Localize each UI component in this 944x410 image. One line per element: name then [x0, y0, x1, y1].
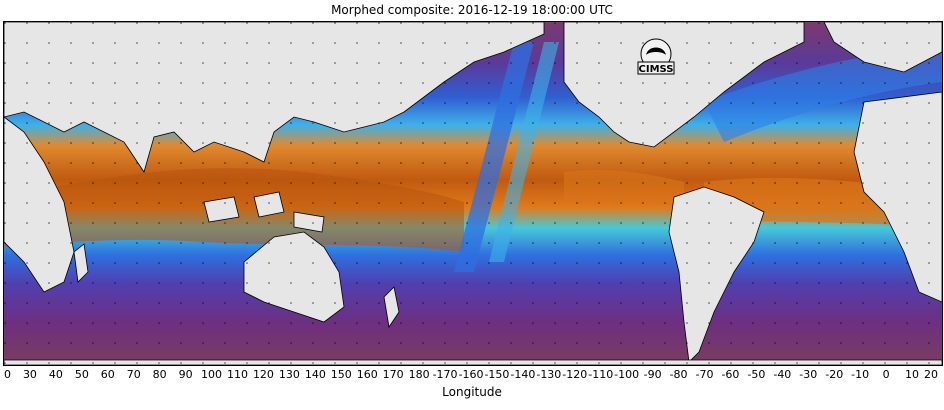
x-tick-label: -40	[773, 368, 792, 381]
x-tick-label: -10	[851, 368, 870, 381]
x-tick-label: -20	[825, 368, 844, 381]
x-tick-label: -160	[458, 368, 484, 381]
x-tick-label: 30	[22, 368, 37, 381]
x-tick-label: 60	[100, 368, 115, 381]
precipitable-water-map	[3, 21, 943, 366]
x-tick-label: 140	[304, 368, 326, 381]
x-tick-label: 170	[382, 368, 404, 381]
x-tick-label: 20	[924, 368, 938, 381]
x-tick-label: -100	[614, 368, 640, 381]
x-tick-label: 80	[152, 368, 167, 381]
x-tick-label: 0	[882, 368, 890, 381]
x-tick-label: 120	[252, 368, 274, 381]
x-tick-label: 50	[74, 368, 89, 381]
x-tick-label: -70	[695, 368, 714, 381]
map-title: Morphed composite: 2016-12-19 18:00:00 U…	[331, 3, 613, 17]
x-tick-label: 100	[201, 368, 223, 381]
x-tick-label: 110	[227, 368, 248, 381]
x-tick-label: -150	[484, 368, 510, 381]
x-tick-label: 10	[905, 368, 920, 381]
x-tick-label: -110	[588, 368, 614, 381]
x-tick-label: -170	[432, 368, 458, 381]
x-tick-label: -50	[747, 368, 766, 381]
x-tick-label: -90	[643, 368, 662, 381]
x-tick-label: -130	[536, 368, 562, 381]
x-tick-label: 160	[356, 368, 378, 381]
x-tick-label: -120	[562, 368, 588, 381]
graticule	[4, 22, 942, 365]
x-tick-label: -30	[799, 368, 818, 381]
map-canvas	[4, 22, 942, 365]
x-tick-label: 90	[178, 368, 193, 381]
x-tick-label: 40	[48, 368, 63, 381]
x-tick-label: 180	[408, 368, 430, 381]
cimss-logo: CIMSS	[635, 37, 677, 77]
x-tick-label: 150	[330, 368, 352, 381]
x-axis-ticks: 0 30 40 50 60 70 80 90 100 110 120 130 140 150 160 170 1…	[0, 368, 944, 382]
x-tick-label: -80	[669, 368, 688, 381]
x-axis-label: Longitude	[442, 385, 502, 399]
x-tick-label: -60	[721, 368, 740, 381]
logo-text: CIMSS	[639, 64, 674, 75]
x-tick-label: 130	[278, 368, 300, 381]
x-tick-label: -140	[510, 368, 536, 381]
x-tick-label: 70	[126, 368, 141, 381]
x-tick-label: 0	[4, 368, 11, 381]
